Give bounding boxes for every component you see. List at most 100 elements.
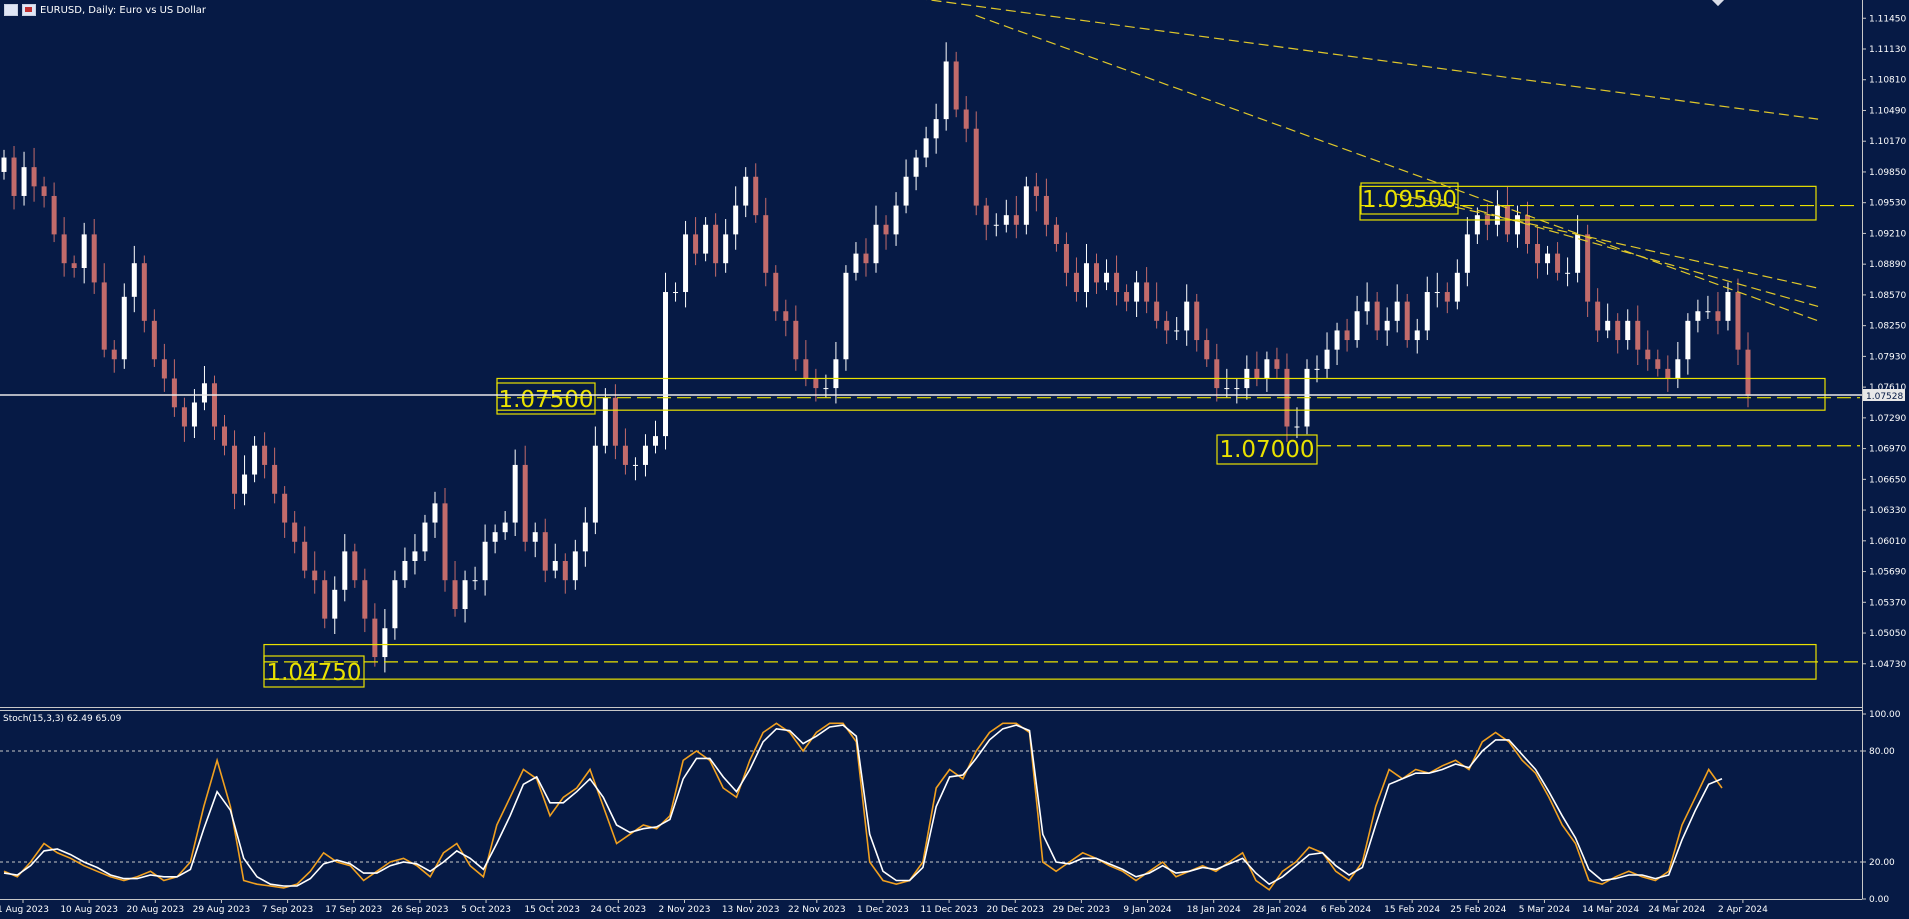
candle-body[interactable] [863, 253, 869, 264]
candle-body[interactable] [402, 560, 408, 581]
candle-body[interactable] [1124, 292, 1130, 302]
candle-body[interactable] [743, 176, 749, 206]
candle-body[interactable] [71, 263, 77, 269]
candle-body[interactable] [1715, 311, 1721, 321]
candle-body[interactable] [723, 234, 729, 264]
candle-body[interactable] [1003, 215, 1009, 225]
candle-body[interactable] [1023, 186, 1029, 225]
candle-body[interactable] [773, 272, 779, 312]
candle-body[interactable] [11, 157, 17, 196]
candle-body[interactable] [753, 176, 759, 216]
candle-body[interactable] [843, 272, 849, 360]
stoch-signal-line[interactable] [3, 724, 1723, 887]
candle-body[interactable] [1394, 301, 1400, 321]
stoch-main-line[interactable] [3, 722, 1723, 891]
candle-body[interactable] [482, 541, 488, 581]
candle-body[interactable] [883, 224, 889, 235]
candle-body[interactable] [1324, 349, 1330, 369]
candle-body[interactable] [1705, 311, 1711, 313]
candle-body[interactable] [101, 282, 107, 350]
candle-body[interactable] [171, 378, 177, 408]
trendline[interactable] [1433, 197, 1819, 308]
candle-body[interactable] [1605, 320, 1611, 331]
candle-body[interactable] [232, 445, 238, 494]
candle-body[interactable] [252, 445, 258, 475]
candle-body[interactable] [873, 224, 879, 264]
candle-body[interactable] [1414, 330, 1420, 341]
candle-body[interactable] [693, 234, 699, 254]
candle-body[interactable] [1, 157, 7, 172]
candle-body[interactable] [833, 359, 839, 389]
candle-body[interactable] [362, 580, 368, 619]
candle-body[interactable] [1043, 195, 1049, 225]
candle-body[interactable] [1645, 349, 1651, 360]
candle-body[interactable] [1154, 301, 1160, 321]
candle-body[interactable] [953, 61, 959, 110]
candle-body[interactable] [91, 234, 97, 283]
candle-body[interactable] [943, 61, 949, 120]
candle-body[interactable] [663, 292, 669, 437]
candle-body[interactable] [1053, 224, 1059, 244]
candle-body[interactable] [161, 359, 167, 379]
candle-body[interactable] [1234, 388, 1240, 390]
candle-body[interactable] [1575, 234, 1581, 273]
candle-body[interactable] [1224, 388, 1230, 390]
candle-body[interactable] [923, 138, 929, 158]
candle-body[interactable] [1655, 359, 1661, 369]
candle-body[interactable] [642, 445, 648, 465]
candle-body[interactable] [242, 474, 248, 494]
candle-body[interactable] [1374, 301, 1380, 331]
candle-body[interactable] [1725, 292, 1731, 321]
candle-body[interactable] [803, 359, 809, 379]
level-zone[interactable] [1359, 185, 1817, 221]
candle-body[interactable] [582, 522, 588, 552]
candle-body[interactable] [282, 493, 288, 523]
candle-body[interactable] [322, 580, 328, 619]
candle-body[interactable] [1134, 282, 1140, 302]
candle-body[interactable] [1073, 272, 1079, 293]
candle-body[interactable] [1013, 215, 1019, 225]
candle-body[interactable] [1094, 263, 1100, 283]
candle-body[interactable] [1174, 330, 1180, 332]
candle-body[interactable] [1344, 330, 1350, 341]
candle-body[interactable] [181, 407, 187, 427]
candle-body[interactable] [1194, 301, 1200, 341]
candle-body[interactable] [1254, 368, 1260, 379]
candle-body[interactable] [412, 551, 418, 561]
candle-body[interactable] [652, 436, 658, 446]
candle-body[interactable] [763, 215, 769, 273]
candle-body[interactable] [522, 464, 528, 542]
trendline[interactable] [1396, 193, 1819, 289]
candle-body[interactable] [462, 580, 468, 610]
candle-body[interactable] [1204, 340, 1210, 360]
candle-body[interactable] [1424, 292, 1430, 331]
candle-body[interactable] [1494, 205, 1500, 225]
candle-body[interactable] [1585, 234, 1591, 302]
candle-body[interactable] [853, 253, 859, 273]
candle-body[interactable] [432, 503, 438, 523]
candle-body[interactable] [733, 205, 739, 235]
candle-body[interactable] [1454, 272, 1460, 302]
candle-body[interactable] [1104, 272, 1110, 283]
candle-body[interactable] [41, 186, 47, 196]
candle-body[interactable] [1565, 272, 1571, 274]
candle-body[interactable] [1615, 320, 1621, 341]
candle-body[interactable] [51, 195, 57, 235]
candle-body[interactable] [562, 560, 568, 581]
trendline[interactable] [975, 14, 1819, 322]
candle-body[interactable] [1184, 301, 1190, 331]
candle-body[interactable] [1745, 349, 1751, 396]
candle-body[interactable] [993, 224, 999, 226]
candle-body[interactable] [81, 234, 87, 269]
candle-body[interactable] [1444, 292, 1450, 302]
candle-body[interactable] [632, 464, 638, 466]
candle-body[interactable] [1735, 292, 1741, 350]
candle-body[interactable] [532, 532, 538, 542]
candle-body[interactable] [1555, 253, 1561, 273]
candle-body[interactable] [422, 522, 428, 552]
candle-body[interactable] [823, 388, 829, 390]
candle-body[interactable] [1083, 263, 1089, 293]
candle-body[interactable] [382, 628, 388, 658]
candle-body[interactable] [272, 464, 278, 494]
